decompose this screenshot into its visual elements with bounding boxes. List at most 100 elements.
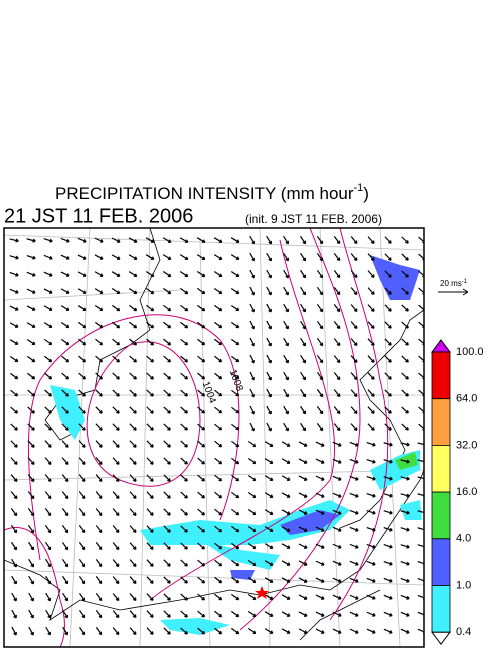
colorbar-segment xyxy=(431,444,451,493)
wind-arrow xyxy=(61,406,69,414)
wind-arrow xyxy=(281,458,291,464)
colorbar-segment xyxy=(431,585,451,633)
wind-arrow xyxy=(78,575,86,585)
wind-arrow xyxy=(62,626,69,636)
wind-arrow xyxy=(128,271,138,277)
wind-arrow xyxy=(163,491,171,499)
wind-arrow xyxy=(384,304,392,312)
wind-arrow xyxy=(10,372,19,380)
wind-arrow xyxy=(264,577,274,583)
wind-arrow xyxy=(316,337,324,347)
wind-arrow xyxy=(213,304,223,312)
colorbar-segment xyxy=(431,351,451,400)
wind-arrow xyxy=(112,355,120,363)
wind-arrow xyxy=(9,305,19,311)
colorbar-label: 0.4 xyxy=(456,626,471,638)
wind-arrow xyxy=(333,406,341,415)
wind-arrow xyxy=(384,423,392,431)
wind-arrow xyxy=(9,322,19,328)
wind-arrow xyxy=(112,338,121,346)
wind-arrow xyxy=(283,422,289,432)
wind-arrow xyxy=(384,389,392,397)
wind-arrow xyxy=(180,372,188,380)
wind-arrow xyxy=(61,491,69,500)
wind-arrow xyxy=(230,254,240,260)
wind-arrow xyxy=(78,508,86,517)
wind-arrow xyxy=(179,254,189,260)
wind-arrow xyxy=(95,389,103,397)
wind-arrow xyxy=(196,270,206,278)
wind-arrow xyxy=(332,543,342,549)
wind-arrow xyxy=(9,238,19,243)
wind-arrow xyxy=(298,560,308,566)
wind-arrow xyxy=(400,442,410,447)
reference-text: 20 ms xyxy=(440,279,462,288)
wind-arrow xyxy=(146,474,154,482)
wind-arrow xyxy=(298,577,308,583)
wind-arrow xyxy=(264,492,274,498)
wind-arrow xyxy=(28,592,34,602)
wind-arrow xyxy=(61,338,70,346)
wind-arrow xyxy=(316,269,324,279)
wind-arrow xyxy=(350,236,358,245)
wind-arrow xyxy=(384,338,392,346)
colorbar-under xyxy=(431,631,451,646)
wind-arrow xyxy=(112,491,120,500)
wind-arrow xyxy=(231,559,240,567)
wind-arrow xyxy=(180,593,188,601)
wind-arrow xyxy=(298,492,308,498)
wind-arrow xyxy=(27,457,35,465)
wind-arrow xyxy=(332,492,342,498)
wind-arrow xyxy=(264,509,274,515)
wind-arrow xyxy=(112,372,120,380)
wind-arrow xyxy=(45,592,51,602)
wind-arrow xyxy=(298,611,308,617)
wind-arrow xyxy=(281,509,291,515)
wind-arrow xyxy=(112,559,120,568)
wind-arrow xyxy=(27,372,36,380)
wind-arrow xyxy=(214,457,223,465)
wind-arrow xyxy=(129,542,137,550)
wind-arrow xyxy=(383,560,393,566)
wind-arrow xyxy=(366,509,376,515)
wind-arrow xyxy=(11,592,17,602)
wind-arrow xyxy=(95,423,103,431)
wind-arrow xyxy=(28,558,35,568)
colorbar-label: 4.0 xyxy=(456,533,471,545)
wind-arrow xyxy=(214,321,223,329)
contour-label: 1008 xyxy=(227,368,245,393)
wind-arrow xyxy=(350,423,358,431)
wind-arrow xyxy=(77,321,87,329)
wind-arrow xyxy=(111,237,121,243)
wind-arrow xyxy=(43,271,53,277)
wind-arrow xyxy=(316,303,324,313)
wind-arrow xyxy=(43,322,53,328)
wind-arrow xyxy=(197,372,206,380)
wind-arrow xyxy=(60,322,70,329)
wind-arrow xyxy=(162,287,172,295)
wind-arrow xyxy=(266,235,272,245)
title-text: PRECIPITATION INTENSITY (mm hour xyxy=(55,184,354,203)
wind-arrow xyxy=(27,440,35,448)
wind-arrow xyxy=(367,236,375,244)
wind-arrow xyxy=(179,287,189,295)
wind-arrow xyxy=(10,491,18,500)
wind-arrow xyxy=(60,254,70,260)
wind-arrow xyxy=(11,558,17,568)
wind-arrow xyxy=(27,524,35,534)
map: 1008 1004 xyxy=(4,228,424,647)
wind-arrow xyxy=(78,338,87,346)
wind-arrow xyxy=(230,610,240,618)
wind-arrow xyxy=(44,372,53,380)
wind-arrow xyxy=(383,577,393,583)
wind-arrow xyxy=(213,254,223,261)
wind-arrow xyxy=(78,609,86,619)
wind-arrow xyxy=(230,304,240,312)
wind-arrow xyxy=(247,508,257,516)
wind-arrow xyxy=(78,389,86,397)
wind-arrow xyxy=(266,286,272,296)
wind-arrow xyxy=(401,406,409,414)
wind-arrow xyxy=(11,626,17,636)
wind-arrow xyxy=(417,628,424,634)
wind-arrow xyxy=(366,476,376,481)
